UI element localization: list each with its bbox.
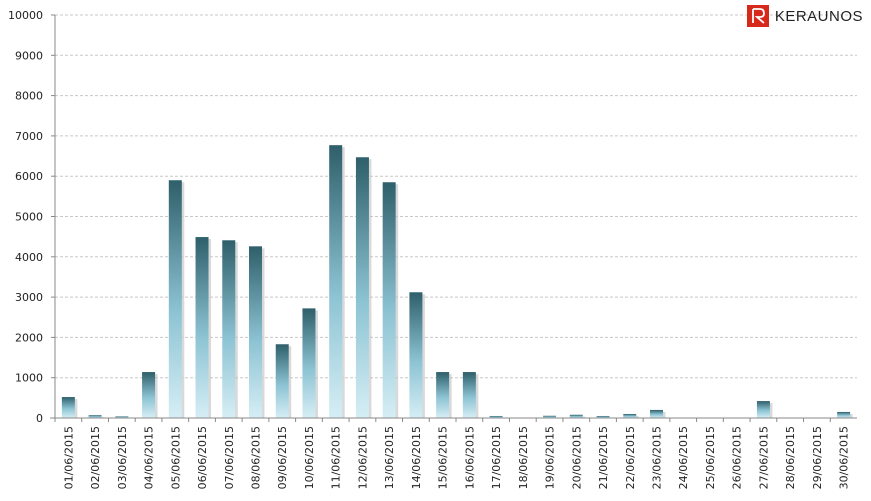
y-tick-label: 1000 [15, 372, 43, 385]
x-tick-label: 10/06/2015 [303, 426, 316, 489]
y-tick-label: 7000 [15, 130, 43, 143]
bar [462, 372, 476, 418]
bar [650, 409, 663, 418]
x-tick-label: 17/06/2015 [490, 426, 503, 489]
bars [61, 145, 853, 418]
bar [249, 246, 262, 418]
bar [355, 157, 369, 418]
x-tick-label: 01/06/2015 [62, 426, 75, 489]
axes [50, 14, 857, 422]
x-tick-label: 29/06/2015 [811, 426, 824, 489]
x-tick-label: 21/06/2015 [597, 426, 610, 489]
x-tick-label: 09/06/2015 [276, 426, 289, 489]
gridlines [55, 14, 857, 379]
bar [543, 415, 557, 418]
x-tick-label: 26/06/2015 [731, 426, 744, 489]
x-tick-label: 05/06/2015 [169, 426, 182, 489]
y-tick-label: 3000 [15, 291, 43, 304]
y-tick-label: 5000 [15, 211, 43, 224]
y-tick-label: 10000 [8, 9, 43, 22]
bar [222, 240, 236, 418]
x-tick-label: 02/06/2015 [89, 426, 102, 489]
x-tick-labels: 01/06/2015 02/06/2015 03/06/2015 04/06/2015… [62, 426, 850, 489]
bar [275, 344, 289, 418]
x-tick-label: 25/06/2015 [704, 426, 717, 489]
x-tick-label: 14/06/2015 [410, 426, 423, 489]
x-tick-label: 11/06/2015 [330, 426, 343, 489]
bar [302, 308, 316, 418]
x-tick-label: 13/06/2015 [383, 426, 396, 489]
brand-name: KERAUNOS [774, 7, 863, 25]
bar [88, 415, 102, 418]
x-tick-label: 16/06/2015 [463, 426, 476, 489]
bar [195, 237, 209, 418]
bar [436, 372, 450, 418]
keraunos-logo-icon [746, 5, 769, 27]
x-tick-label: 22/06/2015 [624, 426, 637, 489]
bar [837, 411, 851, 418]
x-tick-label: 06/06/2015 [196, 426, 209, 489]
y-tick-label: 0 [36, 412, 43, 425]
brand-logo: KERAUNOS [746, 5, 863, 27]
x-tick-label: 19/06/2015 [544, 426, 557, 489]
x-tick-label: 24/06/2015 [677, 426, 690, 489]
y-tick-label: 6000 [15, 170, 43, 183]
y-tick-label: 4000 [15, 251, 43, 264]
y-tick-label: 2000 [15, 331, 43, 344]
bar [756, 401, 770, 418]
y-tick-labels: 0 1000 2000 3000 4000 5000 6000 7000 8000 9000 100… [8, 9, 43, 425]
x-tick-label: 07/06/2015 [223, 426, 236, 489]
x-tick-label: 18/06/2015 [517, 426, 530, 489]
bar [168, 180, 182, 418]
bar [596, 415, 610, 418]
y-tick-label: 9000 [15, 49, 43, 62]
y-tick-label: 8000 [15, 90, 43, 103]
x-tick-label: 08/06/2015 [250, 426, 263, 489]
bar [382, 182, 396, 418]
x-tick-label: 15/06/2015 [437, 426, 450, 489]
bar [623, 413, 637, 418]
x-tick-label: 27/06/2015 [757, 426, 770, 489]
bar [489, 415, 503, 418]
bar [569, 414, 583, 418]
bar [329, 145, 343, 418]
bar [115, 416, 129, 418]
x-tick-label: 12/06/2015 [356, 426, 369, 489]
x-tick-label: 30/06/2015 [838, 426, 851, 489]
x-tick-label: 23/06/2015 [651, 426, 664, 489]
x-tick-label: 20/06/2015 [570, 426, 583, 489]
bar [142, 372, 156, 418]
x-tick-label: 04/06/2015 [143, 426, 156, 489]
bar [61, 397, 75, 418]
x-tick-label: 03/06/2015 [116, 426, 129, 489]
bar [409, 292, 423, 418]
x-tick-label: 28/06/2015 [784, 426, 797, 489]
